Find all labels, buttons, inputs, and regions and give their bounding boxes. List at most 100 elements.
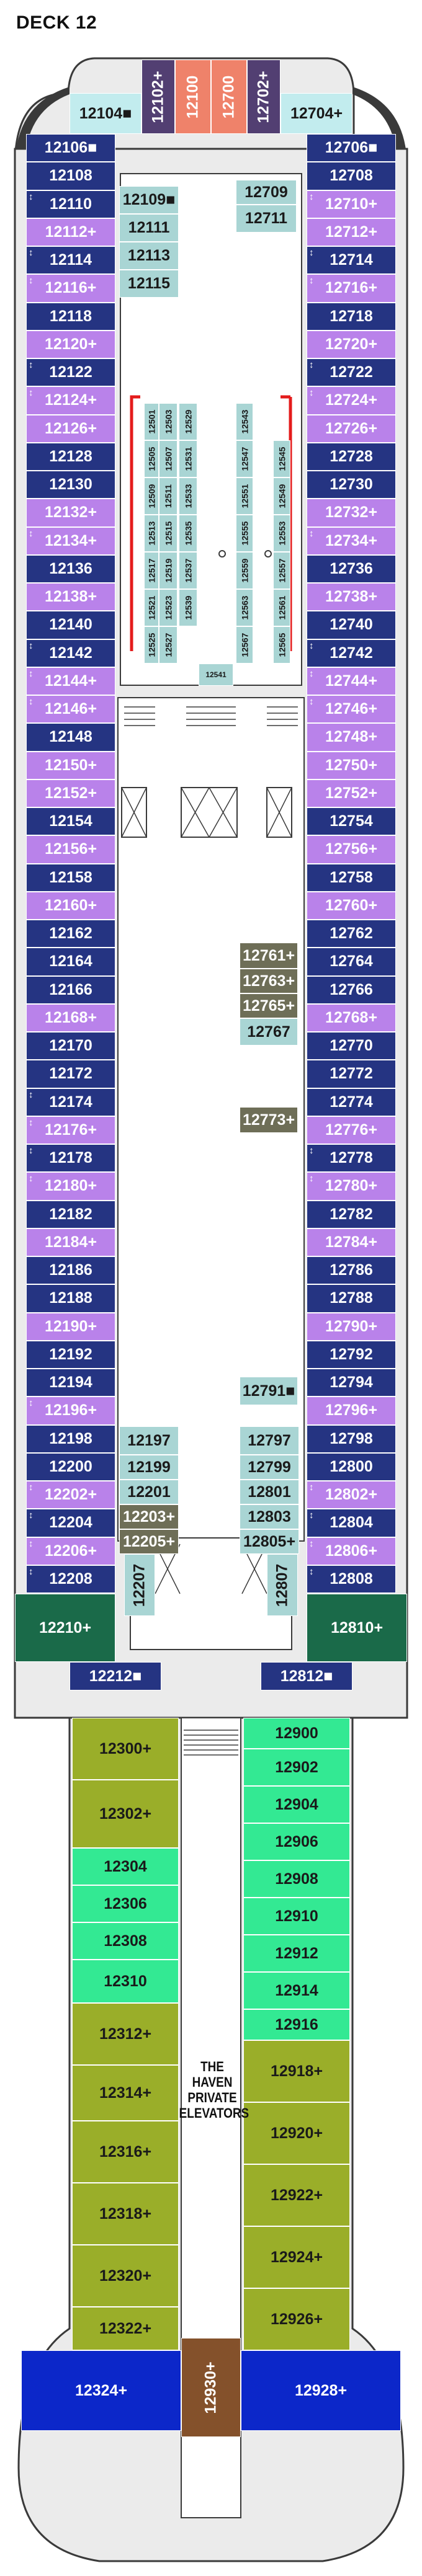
- cabin-12758[interactable]: 12758: [307, 863, 396, 892]
- cabin-12190[interactable]: 12190+: [26, 1312, 115, 1341]
- cabin-12186[interactable]: 12186: [26, 1256, 115, 1285]
- cabin-12537[interactable]: 12537: [179, 552, 197, 589]
- cabin-12920[interactable]: 12920+: [243, 2102, 350, 2164]
- cabin-12906[interactable]: 12906: [243, 1823, 350, 1860]
- cabin-12922[interactable]: 12922+: [243, 2164, 350, 2226]
- cabin-12734[interactable]: 12734+ ↕: [307, 526, 396, 555]
- cabin-12908[interactable]: 12908: [243, 1860, 350, 1898]
- cabin-12706[interactable]: 12706■: [307, 134, 396, 162]
- cabin-12515[interactable]: 12515: [159, 515, 177, 552]
- cabin-12204[interactable]: 12204 ↕: [26, 1509, 115, 1537]
- cabin-12130[interactable]: 12130: [26, 471, 115, 499]
- cabin-12900[interactable]: 12900: [243, 1718, 350, 1749]
- cabin-12736[interactable]: 12736: [307, 554, 396, 583]
- cabin-12760[interactable]: 12760+: [307, 891, 396, 920]
- cabin-12930[interactable]: 12930+: [181, 2338, 241, 2437]
- cabin-12763[interactable]: 12763+: [240, 969, 298, 993]
- cabin-12543[interactable]: 12543: [236, 403, 253, 440]
- cabin-12765[interactable]: 12765+: [240, 993, 298, 1018]
- cabin-12754[interactable]: 12754: [307, 807, 396, 836]
- cabin-12796[interactable]: 12796+: [307, 1397, 396, 1425]
- cabin-12776[interactable]: 12776+: [307, 1116, 396, 1144]
- cabin-12521[interactable]: 12521: [144, 589, 159, 626]
- cabin-12300[interactable]: 12300+: [72, 1718, 179, 1780]
- cabin-12100[interactable]: 12100: [175, 60, 211, 134]
- cabin-12108[interactable]: 12108: [26, 162, 115, 190]
- cabin-12742[interactable]: 12742 ↕: [307, 639, 396, 667]
- cabin-12134[interactable]: 12134+ ↕: [26, 526, 115, 555]
- cabin-12794[interactable]: 12794: [307, 1369, 396, 1397]
- cabin-12115[interactable]: 12115: [119, 270, 179, 298]
- cabin-12710[interactable]: 12710+ ↕: [307, 190, 396, 218]
- cabin-12770[interactable]: 12770: [307, 1032, 396, 1060]
- cabin-12730[interactable]: 12730: [307, 471, 396, 499]
- cabin-12807[interactable]: 12807: [267, 1554, 298, 1616]
- cabin-12805[interactable]: 12805+: [240, 1529, 299, 1554]
- cabin-12212[interactable]: 12212■: [70, 1662, 161, 1690]
- cabin-12555[interactable]: 12555: [236, 515, 253, 552]
- cabin-12146[interactable]: 12146+ ↕: [26, 695, 115, 724]
- cabin-12207[interactable]: 12207: [124, 1554, 155, 1616]
- cabin-12148[interactable]: 12148: [26, 723, 115, 752]
- cabin-12786[interactable]: 12786: [307, 1256, 396, 1285]
- cabin-12178[interactable]: 12178 ↕: [26, 1144, 115, 1173]
- cabin-12924[interactable]: 12924+: [243, 2226, 350, 2288]
- cabin-12782[interactable]: 12782: [307, 1200, 396, 1228]
- cabin-12144[interactable]: 12144+ ↕: [26, 667, 115, 695]
- cabin-12152[interactable]: 12152+: [26, 779, 115, 807]
- cabin-12176[interactable]: 12176+ ↕: [26, 1116, 115, 1144]
- cabin-12124[interactable]: 12124+ ↕: [26, 386, 115, 415]
- cabin-12120[interactable]: 12120+: [26, 330, 115, 358]
- cabin-12529[interactable]: 12529: [179, 403, 197, 440]
- cabin-12563[interactable]: 12563: [236, 589, 253, 626]
- cabin-12184[interactable]: 12184+: [26, 1228, 115, 1256]
- cabin-12704[interactable]: 12704+: [281, 93, 352, 134]
- cabin-12210[interactable]: 12210+: [15, 1594, 115, 1662]
- cabin-12738[interactable]: 12738+: [307, 583, 396, 611]
- cabin-12509[interactable]: 12509: [144, 477, 159, 515]
- cabin-12533[interactable]: 12533: [179, 477, 197, 515]
- cabin-12784[interactable]: 12784+: [307, 1228, 396, 1256]
- cabin-12182[interactable]: 12182: [26, 1200, 115, 1228]
- cabin-12752[interactable]: 12752+: [307, 779, 396, 807]
- cabin-12172[interactable]: 12172: [26, 1060, 115, 1088]
- cabin-12716[interactable]: 12716+ ↕: [307, 274, 396, 303]
- cabin-12711[interactable]: 12711: [236, 205, 297, 233]
- cabin-12553[interactable]: 12553: [273, 515, 290, 552]
- cabin-12113[interactable]: 12113: [119, 242, 179, 270]
- cabin-12188[interactable]: 12188: [26, 1284, 115, 1313]
- cabin-12797[interactable]: 12797: [240, 1426, 299, 1455]
- cabin-12750[interactable]: 12750+: [307, 751, 396, 779]
- cabin-12910[interactable]: 12910: [243, 1898, 350, 1935]
- cabin-12110[interactable]: 12110 ↕: [26, 190, 115, 218]
- cabin-12714[interactable]: 12714 ↕: [307, 246, 396, 275]
- cabin-12535[interactable]: 12535: [179, 515, 197, 552]
- cabin-12762[interactable]: 12762: [307, 920, 396, 948]
- cabin-12780[interactable]: 12780+ ↕: [307, 1172, 396, 1201]
- cabin-12517[interactable]: 12517: [144, 552, 159, 589]
- cabin-12565[interactable]: 12565: [273, 626, 290, 664]
- cabin-12114[interactable]: 12114 ↕: [26, 246, 115, 275]
- cabin-12791[interactable]: 12791■: [240, 1377, 298, 1405]
- cabin-12142[interactable]: 12142 ↕: [26, 639, 115, 667]
- cabin-12126[interactable]: 12126+: [26, 414, 115, 443]
- cabin-12519[interactable]: 12519: [159, 552, 177, 589]
- cabin-12724[interactable]: 12724+ ↕: [307, 386, 396, 415]
- cabin-12746[interactable]: 12746+ ↕: [307, 695, 396, 724]
- cabin-12201[interactable]: 12201: [119, 1480, 179, 1504]
- cabin-12744[interactable]: 12744+ ↕: [307, 667, 396, 695]
- cabin-12748[interactable]: 12748+: [307, 723, 396, 752]
- cabin-12132[interactable]: 12132+: [26, 499, 115, 527]
- cabin-12138[interactable]: 12138+: [26, 583, 115, 611]
- cabin-12158[interactable]: 12158: [26, 863, 115, 892]
- cabin-12772[interactable]: 12772: [307, 1060, 396, 1088]
- cabin-12904[interactable]: 12904: [243, 1786, 350, 1823]
- cabin-12503[interactable]: 12503: [159, 403, 177, 440]
- cabin-12199[interactable]: 12199: [119, 1455, 179, 1480]
- cabin-12203[interactable]: 12203+: [119, 1504, 179, 1529]
- cabin-12732[interactable]: 12732+: [307, 499, 396, 527]
- cabin-12324[interactable]: 12324+: [21, 2350, 181, 2431]
- cabin-12810[interactable]: 12810+: [307, 1594, 407, 1662]
- cabin-12198[interactable]: 12198: [26, 1424, 115, 1453]
- cabin-12778[interactable]: 12778 ↕: [307, 1144, 396, 1173]
